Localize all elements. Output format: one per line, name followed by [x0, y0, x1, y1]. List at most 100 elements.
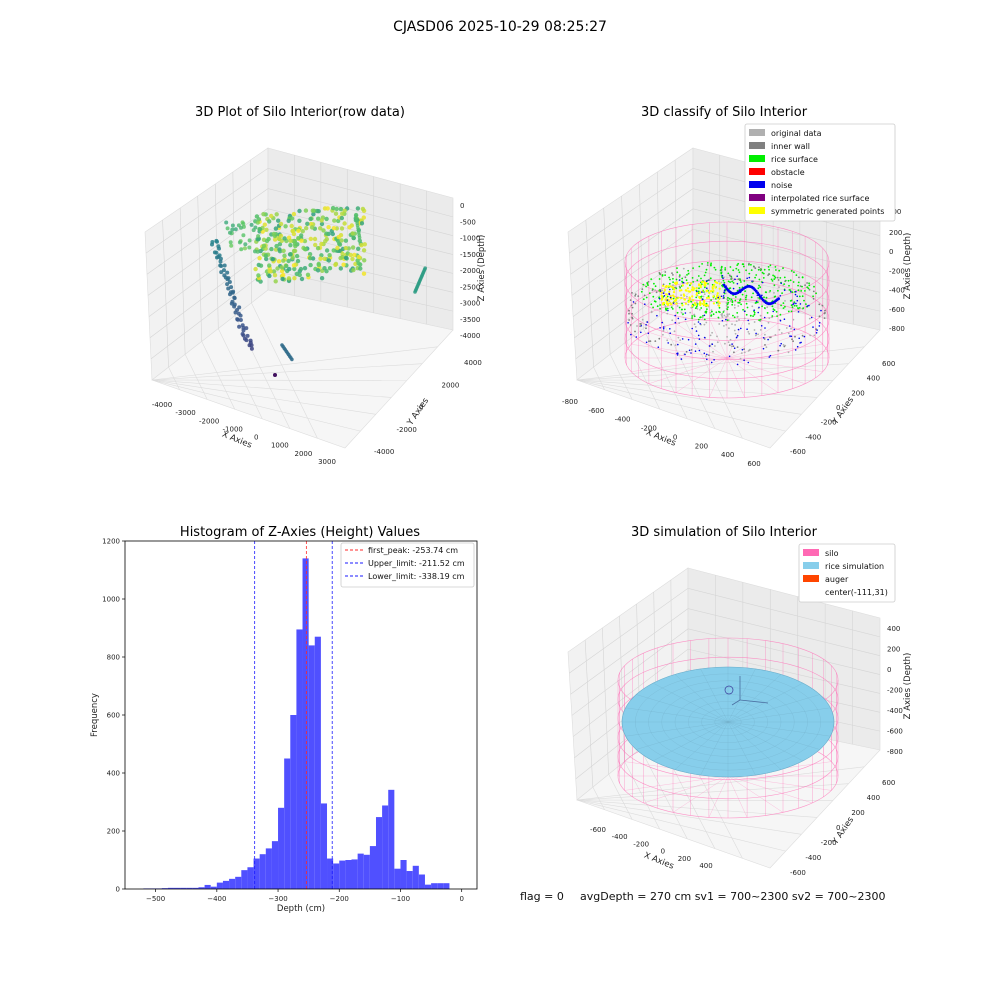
- raw-point: [271, 231, 277, 237]
- classify-point-original: [809, 334, 812, 337]
- raw-point: [258, 263, 264, 268]
- classify-point-rice: [664, 274, 666, 276]
- classify-point-original: [780, 332, 783, 334]
- classify-point-wall: [628, 319, 630, 321]
- histogram-bar: [388, 789, 395, 889]
- classify-point-wall: [808, 288, 811, 291]
- classify-point-wall: [812, 297, 815, 300]
- panel-classify: 3D classify of Silo Interior -800 -600 -40…: [562, 105, 913, 468]
- classify-point-noise: [799, 303, 802, 305]
- classify-point-noise: [672, 302, 675, 304]
- classify-point-noise: [780, 342, 782, 345]
- classify-point-rice: [756, 301, 759, 304]
- classify-point-wall: [648, 340, 650, 343]
- classify-point-noise: [743, 310, 746, 313]
- classify-point-original: [682, 267, 685, 270]
- simulation-rice-mesh: [727, 694, 820, 723]
- raw-point: [298, 266, 304, 272]
- classify-point-wall: [821, 304, 824, 307]
- classify-silo-spoke: [726, 323, 779, 359]
- classify-point-wall: [651, 289, 654, 292]
- raw-point: [233, 227, 238, 232]
- classify-axis-ticks: -800-600-400-2000200400600-600-400-20002…: [562, 208, 905, 468]
- histogram-bar: [235, 876, 242, 889]
- classify-point-rice: [782, 307, 785, 309]
- simulation-axis-ticks: -600-400-2000200400-600-400-200020040060…: [590, 625, 903, 877]
- panel-classify-title: 3D classify of Silo Interior: [641, 105, 808, 120]
- classify-point-noise: [798, 337, 800, 340]
- classify-point-rice: [681, 277, 684, 280]
- grid-line: [151, 379, 392, 398]
- raw-point: [356, 261, 361, 266]
- histogram-bar: [437, 883, 444, 889]
- classify-silo-spoke: [726, 357, 823, 372]
- classify-point-rice: [755, 274, 758, 276]
- classify-point-symmetric: [664, 298, 667, 301]
- classify-point-rice: [790, 270, 793, 272]
- classify-silo-wireframe: [624, 221, 830, 399]
- classify-point-original: [718, 323, 721, 325]
- grid-line: [574, 249, 881, 338]
- classify-point-original: [766, 306, 769, 309]
- classify-point-rice: [741, 263, 744, 266]
- classify-point-original: [703, 323, 706, 326]
- histogram-x-tick-label: −200: [330, 895, 349, 903]
- classify-point-rice: [813, 285, 815, 288]
- raw-point: [326, 258, 332, 263]
- classify-point-wall: [801, 334, 804, 337]
- classify-point-original: [709, 311, 712, 314]
- raw-point: [308, 262, 313, 268]
- classify-point-noise: [789, 335, 791, 337]
- classify-point-noise: [747, 319, 749, 322]
- classify-silo-spoke: [709, 318, 728, 359]
- classify-point-noise: [691, 327, 693, 330]
- classify-point-rice: [676, 311, 679, 314]
- simulation-x-tick: 0: [661, 848, 665, 856]
- classify-point-symmetric: [698, 297, 702, 300]
- histogram-bar: [375, 817, 383, 889]
- classify-point-rice: [714, 268, 717, 271]
- grid-line: [149, 249, 454, 338]
- simulation-rice-mesh: [700, 721, 729, 776]
- histogram-bar: [222, 880, 230, 889]
- classify-point-original: [641, 318, 644, 321]
- panel-histogram: Histogram of Z-Axies (Height) Values −50…: [90, 525, 478, 914]
- classify-point-original: [693, 323, 696, 326]
- classify-point-rice: [727, 301, 730, 304]
- classify-point-symmetric: [708, 291, 711, 294]
- classify-point-rice: [758, 319, 760, 321]
- classify-point-noise: [758, 306, 760, 309]
- raw-point: [313, 242, 318, 248]
- classify-point-rice: [652, 295, 655, 298]
- classify-point-noise: [713, 359, 715, 361]
- raw-point: [261, 212, 266, 217]
- grid-line: [576, 379, 786, 432]
- classify-point-rice: [791, 306, 794, 309]
- raw-point: [305, 272, 311, 277]
- grid-line: [576, 799, 818, 818]
- simulation-center-marker: [724, 685, 734, 695]
- raw-x-tick: -4000: [152, 401, 172, 409]
- classify-point-symmetric: [675, 282, 679, 285]
- classify-z-tick: -800: [889, 325, 905, 333]
- raw-point: [326, 225, 331, 230]
- classify-point-symmetric: [718, 302, 721, 305]
- raw-y-tick: 2000: [442, 381, 460, 389]
- classify-point-symmetric: [672, 286, 675, 289]
- classify-point-rice: [742, 308, 744, 311]
- classify-point-original: [725, 323, 728, 326]
- classify-point-original: [754, 334, 757, 337]
- classify-point-rice: [698, 265, 701, 268]
- classify-point-wall: [791, 338, 793, 341]
- classify-point-wall: [690, 349, 693, 351]
- classify-point-rice: [753, 311, 756, 314]
- classify-point-rice: [734, 299, 737, 302]
- raw-point: [339, 215, 344, 221]
- classify-point-rice: [727, 299, 729, 302]
- raw-point: [299, 276, 305, 282]
- classify-point-wall: [737, 278, 740, 280]
- raw-point: [225, 226, 230, 231]
- raw-point: [337, 242, 343, 247]
- grid-line: [576, 799, 786, 852]
- classify-point-rice: [706, 262, 709, 264]
